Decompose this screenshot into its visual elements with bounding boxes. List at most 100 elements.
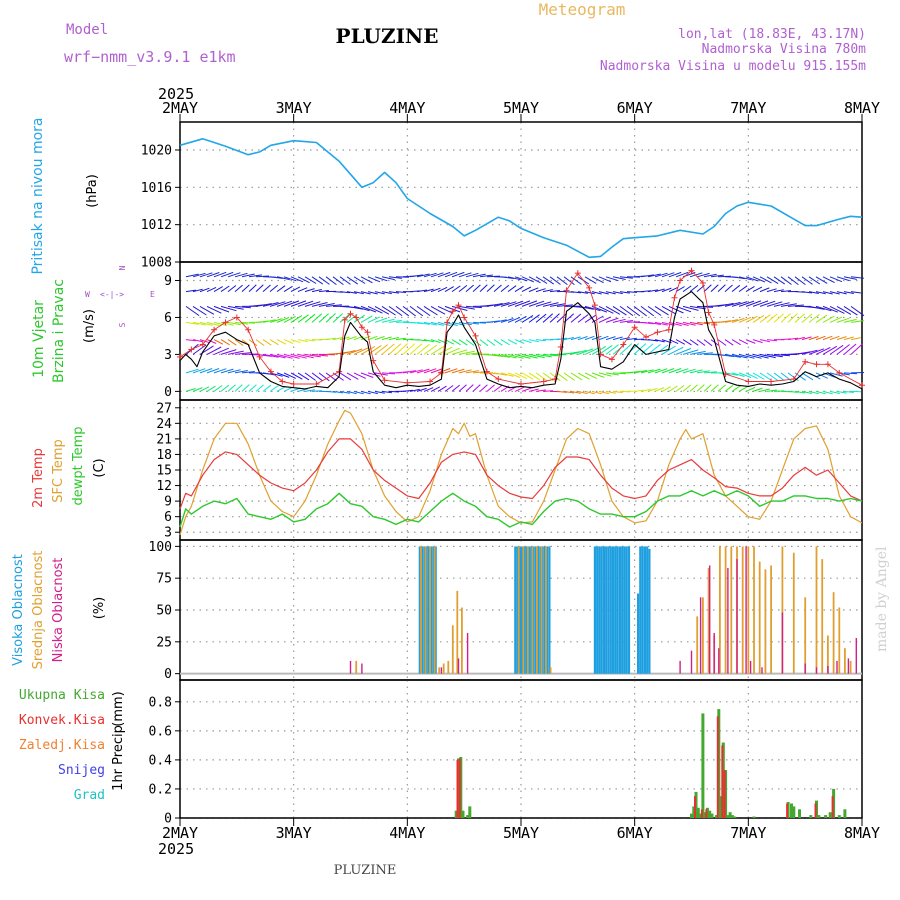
wind-arrow <box>192 288 203 293</box>
wind-arrow <box>507 372 521 378</box>
wind-gust-marker <box>768 378 775 385</box>
wind-arrow <box>696 352 713 355</box>
legend-convective: Konvek.Kisa <box>19 713 105 728</box>
wind-arrow <box>220 285 230 293</box>
wind-arrow <box>836 317 850 323</box>
wind-unit: (m/s) <box>82 309 97 343</box>
cloud-bar-high <box>516 546 519 674</box>
wind-arrow <box>234 339 244 346</box>
wind-arrow <box>241 273 255 278</box>
wind-arrow <box>773 276 785 285</box>
wind-arrow <box>766 339 777 342</box>
wind-arrow <box>675 305 692 313</box>
wind-arrow <box>192 344 207 355</box>
wind-arrow <box>570 313 582 323</box>
wind-arrow <box>773 353 790 357</box>
cloud-bar-high <box>648 548 651 674</box>
y-tick-label: 75 <box>156 572 172 587</box>
cloud-bar-low <box>466 632 469 674</box>
cloud-bar-low <box>727 568 729 674</box>
wind-arrow <box>577 291 588 294</box>
wind-arrow <box>430 305 446 315</box>
legend-frozen: Zaledj.Kisa <box>19 738 105 753</box>
cloud-bar-mid <box>730 546 733 674</box>
wind-arrow <box>703 384 712 392</box>
wind-arrow <box>269 372 283 377</box>
wind-arrow <box>311 353 328 357</box>
wind-arrow <box>591 372 605 378</box>
wind-arrow <box>297 353 314 359</box>
cloud-bar-mid <box>522 546 525 674</box>
wind-arrow <box>598 291 609 295</box>
wind-arrow <box>458 272 472 278</box>
wind-arrow <box>290 286 301 293</box>
cloud-bar-high <box>421 546 424 674</box>
wind-gust-marker <box>455 302 462 309</box>
wind-arrow <box>213 305 230 313</box>
cloud-bar-high <box>646 546 649 674</box>
wind-arrow <box>745 339 756 344</box>
wind-arrow <box>780 276 792 285</box>
cloud-bar-low <box>679 660 681 674</box>
wind-arrow <box>374 344 389 355</box>
wind-arrow <box>717 275 732 278</box>
wind-arrow <box>318 313 329 323</box>
wind-arrow <box>416 273 430 278</box>
cloud-bar-high <box>541 546 544 674</box>
wind-arrow <box>675 368 689 374</box>
wind-arrow <box>836 336 847 341</box>
wind-arrow <box>234 284 243 292</box>
wind-arrow <box>311 313 323 323</box>
wind-arrow <box>801 390 812 394</box>
wind-arrow <box>745 386 756 392</box>
wind-arrow <box>395 343 409 355</box>
wind-arrow <box>486 303 503 307</box>
y-tick-label: 0.4 <box>149 753 173 768</box>
wind-arrow <box>661 287 672 293</box>
wind-arrow <box>815 291 826 295</box>
wind-arrow <box>206 385 216 392</box>
wind-arrow <box>619 291 630 294</box>
wind-arrow <box>605 305 621 315</box>
wind-arrow <box>423 321 437 326</box>
model-label: Model <box>66 22 108 38</box>
y-tick-label: 0 <box>164 812 172 827</box>
wind-arrow <box>290 315 303 323</box>
cloud-bar-low <box>804 663 806 674</box>
wind-arrow <box>451 349 468 355</box>
cloud-bar-high <box>418 546 421 674</box>
cloud-bar-high <box>639 546 642 674</box>
wind-arrow <box>199 305 215 315</box>
wind-arrows <box>185 271 865 395</box>
wind-arrow <box>675 321 689 326</box>
wind-arrow <box>213 347 229 355</box>
wind-arrow <box>311 372 323 382</box>
wind-arrow <box>703 371 717 374</box>
wind-arrow <box>766 276 779 285</box>
wind-arrow <box>647 321 661 325</box>
wind-arrow <box>605 336 616 341</box>
wind-arrow <box>227 369 241 374</box>
y-tick-label: 25 <box>156 635 172 650</box>
wind-arrow <box>444 385 454 392</box>
wind-arrow <box>542 302 559 307</box>
wind-arrow <box>752 339 763 344</box>
wind-arrow <box>773 372 785 382</box>
wind-arrow <box>703 339 713 347</box>
wind-arrow <box>276 372 290 378</box>
wind-arrow <box>654 368 668 374</box>
wind-arrow <box>332 337 343 341</box>
wind-arrow <box>276 339 287 345</box>
wind-arrow <box>815 390 826 395</box>
wind-arrow <box>346 336 357 341</box>
cloud-bar-mid <box>442 663 445 674</box>
wind-arrow <box>647 305 662 316</box>
wind-arrow <box>591 291 602 295</box>
wind-arrow <box>241 371 255 374</box>
wind-arrow <box>801 276 813 285</box>
y-tick-label: 12 <box>156 479 172 494</box>
wind-arrow <box>773 302 790 307</box>
wind-arrow <box>759 388 770 392</box>
wind-arrow <box>661 272 675 278</box>
wind-arrow <box>605 276 619 282</box>
